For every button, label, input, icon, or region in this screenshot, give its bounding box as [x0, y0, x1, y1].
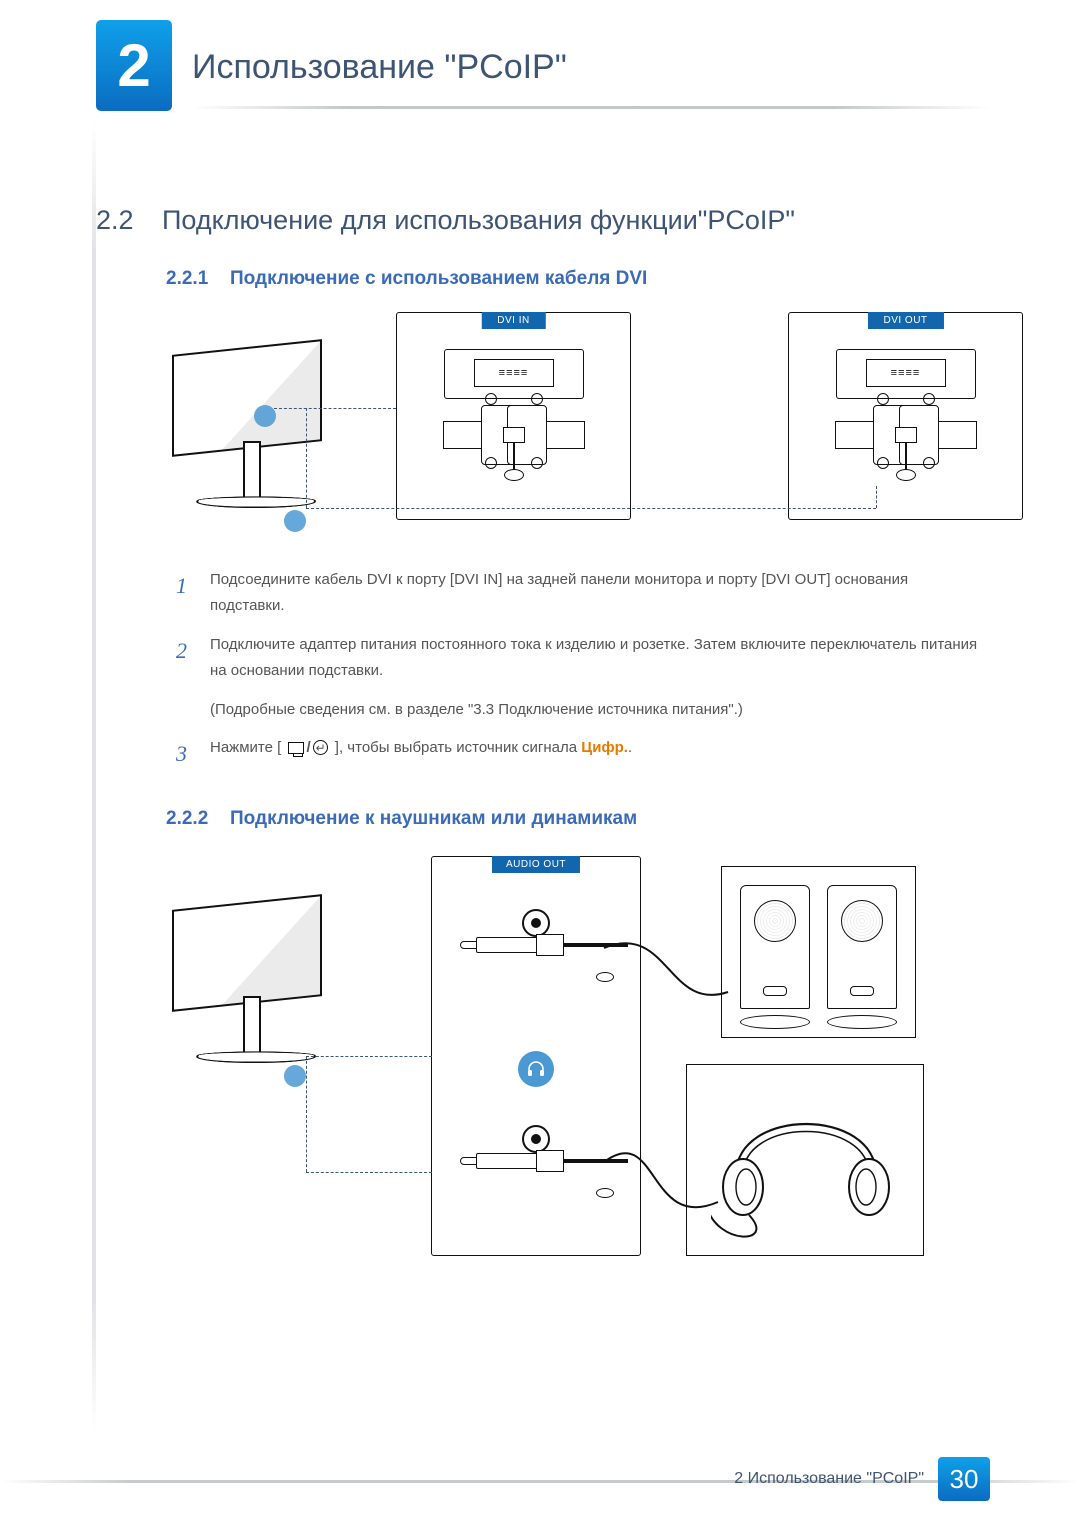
txt: Нажмите [ — [210, 739, 281, 756]
sub1-title: Подключение с использованием кабеля DVI — [230, 268, 647, 290]
monitor-icon — [166, 902, 341, 1082]
dvi-in-label: DVI IN — [481, 312, 545, 329]
section-number: 2.2 — [96, 205, 148, 236]
audio-plug-icon — [476, 1150, 604, 1172]
page-footer: 2 Использование "PCoIP" 30 — [96, 1453, 990, 1501]
headphone-badge-icon — [518, 1051, 554, 1087]
sub1-number: 2.2.1 — [166, 268, 218, 290]
dvi-out-label: DVI OUT — [867, 312, 943, 329]
cable-curve-icon — [598, 862, 938, 1262]
page-left-rule — [92, 122, 96, 1431]
slash: / — [306, 735, 310, 761]
footer-page-number: 30 — [938, 1457, 990, 1501]
port-highlight-dot — [284, 510, 306, 532]
page-content: 2 Использование "PCoIP" 2.2 Подключение … — [0, 0, 1080, 1264]
chapter-underline — [192, 106, 990, 109]
footer-text: 2 Использование "PCoIP" — [734, 1470, 924, 1488]
figure-dvi: DVI IN DVI OUT — [166, 312, 926, 537]
step-text: Подключите адаптер питания постоянного т… — [210, 632, 986, 683]
audio-plug-icon — [476, 934, 604, 956]
audio-out-label: AUDIO OUT — [492, 856, 580, 873]
step-number: 1 — [176, 567, 194, 618]
monitor-icon — [166, 347, 341, 527]
port-highlight-dot — [284, 1065, 306, 1087]
subheading-2-2-2: 2.2.2 Подключение к наушникам или динами… — [166, 808, 990, 830]
step-number: 2 — [176, 632, 194, 683]
sub2-number: 2.2.2 — [166, 808, 218, 830]
monitor-glyph-icon — [288, 742, 304, 754]
audio-jack-icon — [522, 909, 550, 937]
steps-list: 1 Подсоедините кабель DVI к порту [DVI I… — [176, 567, 986, 772]
source-button-icon: / — [285, 735, 330, 761]
dvi-in-panel: DVI IN — [396, 312, 631, 520]
step-text: Нажмите [ / ], чтобы выбрать источник си… — [210, 735, 632, 772]
section-title: Подключение для использования функции"PC… — [162, 205, 795, 236]
step-2: 2 Подключите адаптер питания постоянного… — [176, 632, 986, 683]
section-heading: 2.2 Подключение для использования функци… — [96, 205, 990, 236]
step-1: 1 Подсоедините кабель DVI к порту [DVI I… — [176, 567, 986, 618]
step-text: Подсоедините кабель DVI к порту [DVI IN]… — [210, 567, 986, 618]
chapter-header: 2 Использование "PCoIP" — [96, 20, 990, 140]
highlight-text: Цифр. — [581, 739, 628, 756]
chapter-title: Использование "PCoIP" — [192, 48, 567, 87]
step-2-note: (Подробные сведения см. в разделе "3.3 П… — [210, 697, 986, 723]
port-highlight-dot — [254, 405, 276, 427]
dvi-out-panel: DVI OUT — [788, 312, 1023, 520]
step-3: 3 Нажмите [ / ], чтобы выбрать источник … — [176, 735, 986, 772]
audio-jack-icon — [522, 1125, 550, 1153]
enter-glyph-icon — [313, 740, 328, 755]
step-number: 3 — [176, 735, 194, 772]
subheading-2-2-1: 2.2.1 Подключение с использованием кабел… — [166, 268, 990, 290]
sub2-title: Подключение к наушникам или динамикам — [230, 808, 637, 830]
chapter-number-badge: 2 — [96, 20, 172, 111]
txt: ], чтобы выбрать источник сигнала — [335, 739, 582, 756]
figure-audio: AUDIO OUT — [166, 852, 926, 1264]
txt: . — [628, 739, 632, 756]
